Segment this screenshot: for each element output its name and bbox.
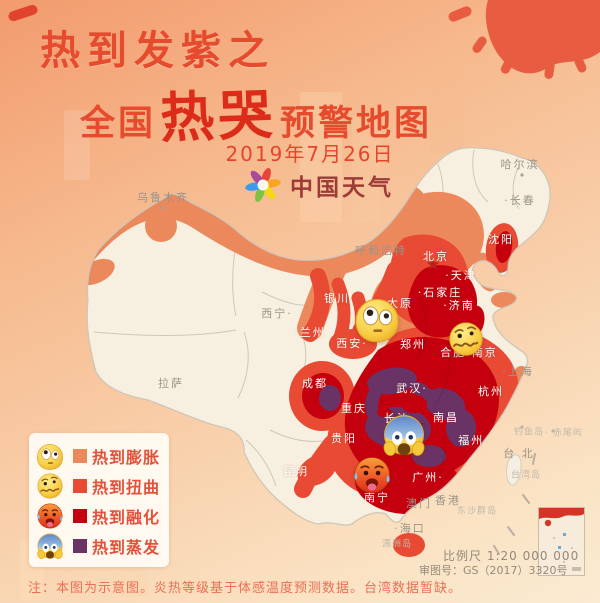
legend-color-swatch: [73, 539, 87, 553]
skyline-block: [300, 92, 342, 222]
swell-emoji: [35, 441, 65, 471]
capital-star: [427, 258, 439, 270]
city-label: ·上海: [502, 365, 534, 378]
city-label: 成都: [302, 377, 328, 390]
city-label: 乌鲁木齐: [137, 191, 189, 204]
city-label: 银川: [324, 292, 350, 305]
city-label: 西宁·: [261, 307, 293, 320]
city-label: ·兰州: [294, 326, 326, 339]
legend-label: 热到扭曲: [92, 478, 161, 497]
city-label: 广州·: [412, 471, 444, 484]
city-label: 郑州: [400, 338, 426, 351]
city-label: ·长春: [504, 194, 536, 207]
skyline-block: [430, 58, 464, 153]
hot-emoji: [35, 501, 65, 531]
woozy-emoji: [446, 319, 486, 363]
city-label: 拉萨: [158, 377, 184, 390]
city-label: 钓鱼岛: [513, 427, 545, 438]
woozy-emoji: [35, 471, 65, 501]
skyline-block: [64, 110, 90, 180]
city-label: 台 北: [503, 447, 535, 460]
map-scale: 比例尺 1:20 000 000: [443, 549, 580, 563]
title-prefix: 全国: [80, 104, 157, 144]
legend-item: 热到膨胀: [35, 441, 163, 471]
city-label: 昆明: [283, 465, 309, 478]
city-label: 台湾岛: [510, 470, 542, 481]
legend-color-swatch: [73, 479, 87, 493]
logo-text: 中国天气: [290, 175, 394, 201]
city-label: 沈阳: [488, 233, 514, 246]
map-approval-number: 审图号：GS（2017）3320号: [419, 564, 568, 577]
legend-item: 热到融化: [35, 501, 163, 531]
city-label: 东沙群岛: [456, 506, 498, 517]
pinwheel-logo-icon: [245, 167, 281, 203]
city-label: 西安·: [336, 337, 368, 350]
city-label: 涠洲岛: [381, 539, 413, 550]
city-label: ·济南: [443, 299, 475, 312]
swell-emoji: [352, 294, 402, 348]
city-label: 重庆: [341, 402, 367, 415]
heat-legend: 热到膨胀 热到扭曲 热到融化 热到蒸发: [29, 433, 169, 567]
city-label: 贵阳: [331, 432, 357, 445]
legend-color-swatch: [73, 509, 87, 523]
legend-item: 热到蒸发: [35, 531, 163, 561]
city-label: 呼和浩特: [355, 244, 407, 257]
city-label: ·天津: [445, 269, 477, 282]
sun-decoration: [8, 0, 600, 79]
city-label: 杭州: [478, 385, 504, 398]
poster-date: 2019年7月26日: [225, 142, 395, 166]
title-suffix: 预警地图: [280, 104, 433, 144]
city-label: 北京: [423, 250, 449, 263]
legend-label: 热到蒸发: [92, 538, 161, 557]
hot-emoji: [351, 454, 394, 501]
legend-label: 热到融化: [92, 508, 161, 527]
city-label: 福州·: [458, 434, 490, 447]
poster-title-line2: 全国 热哭 预警地图: [80, 72, 432, 151]
map-note: 注：本图为示意图。炎热等级基于体感温度预测数据。台湾数据暂缺。: [28, 581, 463, 596]
scream-emoji: [35, 531, 65, 561]
legend-color-swatch: [73, 449, 87, 463]
city-label: 澳门: [406, 497, 432, 510]
legend-item: 热到扭曲: [35, 471, 163, 501]
city-label: 南宁: [364, 491, 390, 504]
legend-label: 热到膨胀: [92, 448, 161, 467]
poster-title-line1: 热到发紫之: [40, 28, 275, 74]
city-label: 武汉·: [396, 382, 428, 395]
city-label: ·海口: [394, 522, 426, 535]
south-china-sea-inset: [538, 507, 585, 576]
city-label: 南昌: [433, 411, 459, 424]
city-label: ·石家庄: [417, 286, 463, 299]
city-label: · 赤尾屿: [545, 428, 583, 439]
weather-logo: 中国天气: [244, 166, 394, 204]
city-label: 哈尔滨: [500, 158, 540, 171]
city-label: 香港: [435, 494, 461, 507]
skyline-block: [352, 118, 380, 222]
